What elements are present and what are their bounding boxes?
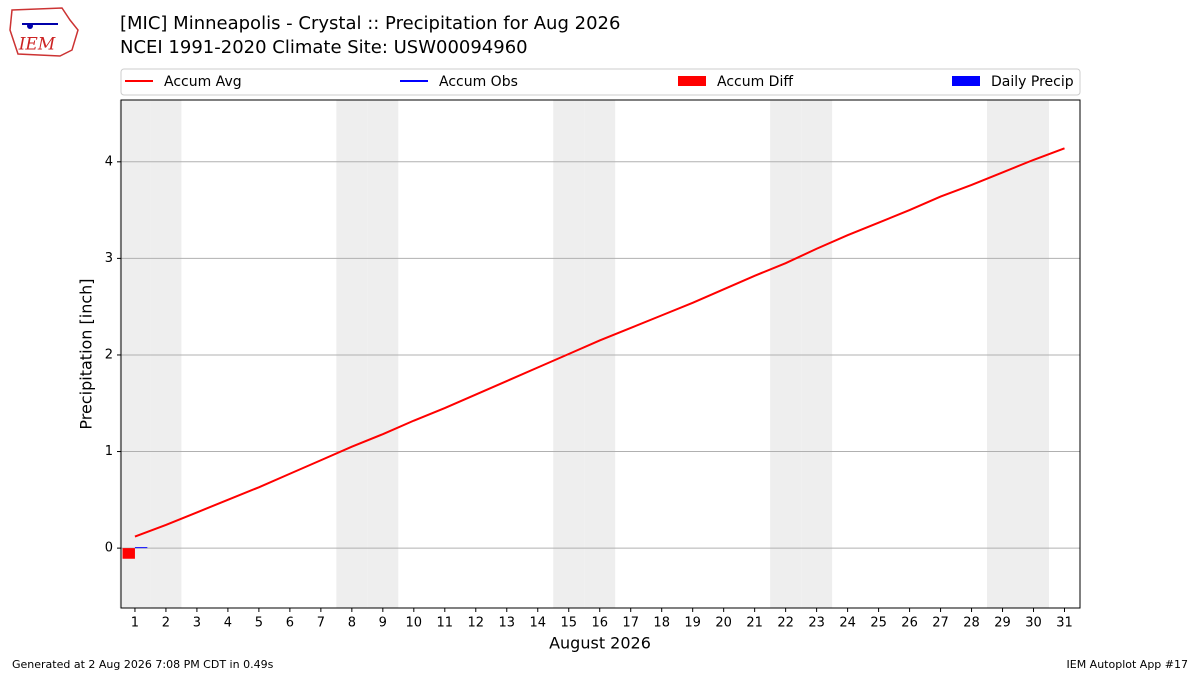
weekend-shade bbox=[584, 100, 616, 608]
x-tick-label: 11 bbox=[437, 616, 454, 631]
x-tick-label: 16 bbox=[591, 616, 608, 631]
weekend-shade bbox=[1018, 100, 1050, 608]
x-tick-label: 2 bbox=[162, 616, 170, 631]
x-tick-label: 24 bbox=[839, 616, 856, 631]
x-axis-label: August 2026 bbox=[549, 634, 651, 653]
x-tick-label: 20 bbox=[715, 616, 732, 631]
weekend-shade bbox=[150, 100, 182, 608]
weekend-shade bbox=[801, 100, 833, 608]
x-tick-label: 12 bbox=[468, 616, 485, 631]
weekend-shade bbox=[770, 100, 802, 608]
x-tick-label: 23 bbox=[808, 616, 825, 631]
weekend-shade bbox=[336, 100, 368, 608]
logo-outline bbox=[9, 7, 79, 57]
x-tick-label: 14 bbox=[529, 616, 546, 631]
x-tick-label: 17 bbox=[622, 616, 639, 631]
bar bbox=[134, 547, 148, 549]
x-tick-label: 1 bbox=[131, 616, 139, 631]
x-tick-label: 27 bbox=[932, 616, 949, 631]
y-tick-label: 4 bbox=[105, 154, 113, 169]
x-tick-label: 3 bbox=[193, 616, 201, 631]
x-tick-label: 26 bbox=[901, 616, 918, 631]
logo: IEM bbox=[9, 7, 79, 57]
legend-label: Daily Precip bbox=[991, 74, 1074, 90]
x-tick-label: 8 bbox=[348, 616, 356, 631]
footer-right: IEM Autoplot App #17 bbox=[1067, 658, 1189, 671]
weekend-shade bbox=[987, 100, 1019, 608]
weekend-shade bbox=[367, 100, 399, 608]
line-series bbox=[134, 147, 1065, 538]
y-tick-label: 2 bbox=[105, 347, 113, 362]
x-tick-label: 13 bbox=[498, 616, 515, 631]
legend-box bbox=[120, 68, 1081, 96]
x-tick-label: 9 bbox=[379, 616, 387, 631]
bar bbox=[122, 548, 135, 559]
weekend-shade bbox=[119, 100, 151, 608]
x-tick-label: 18 bbox=[653, 616, 670, 631]
legend-label: Accum Obs bbox=[439, 74, 518, 90]
chart-title: [MIC] Minneapolis - Crystal :: Precipita… bbox=[120, 13, 620, 34]
y-axis-label: Precipitation [inch] bbox=[77, 278, 96, 429]
x-tick-label: 21 bbox=[746, 616, 763, 631]
plot-frame bbox=[120, 99, 1081, 609]
y-tick-label: 3 bbox=[105, 251, 113, 266]
x-tick-label: 5 bbox=[255, 616, 263, 631]
x-tick-label: 22 bbox=[777, 616, 794, 631]
x-tick-label: 10 bbox=[406, 616, 423, 631]
y-tick-label: 0 bbox=[105, 541, 113, 556]
legend-label: Accum Avg bbox=[164, 74, 242, 90]
x-tick-label: 25 bbox=[870, 616, 887, 631]
logo-text: IEM bbox=[18, 35, 56, 55]
y-tick-label: 1 bbox=[105, 444, 113, 459]
x-tick-label: 6 bbox=[286, 616, 294, 631]
x-tick-label: 31 bbox=[1056, 616, 1073, 631]
legend-swatch bbox=[678, 76, 706, 86]
x-tick-label: 15 bbox=[560, 616, 577, 631]
logo-icon bbox=[27, 23, 33, 29]
x-tick-label: 19 bbox=[684, 616, 701, 631]
x-tick-label: 7 bbox=[317, 616, 325, 631]
x-tick-label: 30 bbox=[1025, 616, 1042, 631]
chart-subtitle: NCEI 1991-2020 Climate Site: USW00094960 bbox=[120, 37, 528, 58]
x-tick-label: 28 bbox=[963, 616, 980, 631]
legend-label: Accum Diff bbox=[717, 74, 793, 90]
x-tick-label: 4 bbox=[224, 616, 232, 631]
x-tick-label: 29 bbox=[994, 616, 1011, 631]
footer-left: Generated at 2 Aug 2026 7:08 PM CDT in 0… bbox=[12, 658, 274, 671]
legend-swatch bbox=[952, 76, 980, 86]
